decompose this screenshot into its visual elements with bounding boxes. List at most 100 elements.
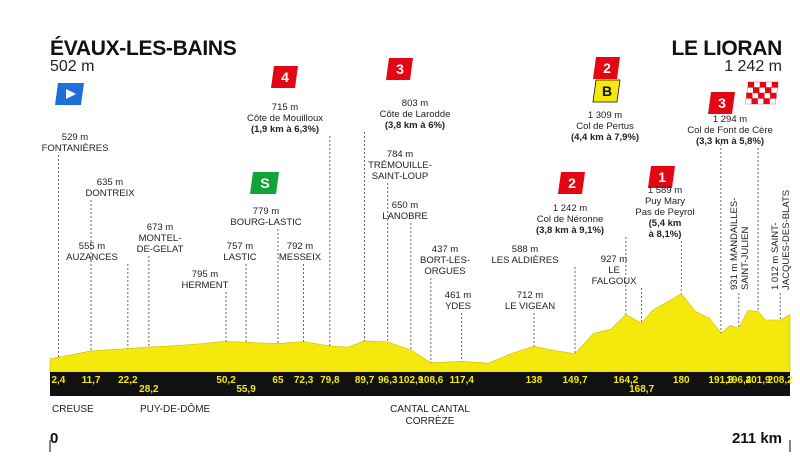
- finish-town-name: LE LIORAN: [671, 37, 783, 60]
- km-marker-label: 201,9: [746, 375, 771, 386]
- place-altitude: 712 m: [517, 290, 543, 301]
- badge-label: 1: [658, 169, 666, 185]
- place-altitude: 803 m: [402, 98, 428, 109]
- finish-check-cell: [770, 92, 777, 99]
- place-name: Col de Néronne: [537, 214, 604, 225]
- km-marker-label: 117,4: [449, 375, 474, 386]
- place-name: MONTEL-DE-GELAT: [137, 233, 184, 255]
- badge-label: 2: [568, 175, 576, 191]
- finish-check-cell: [765, 87, 772, 94]
- axis-end-label: 211 km: [731, 430, 782, 447]
- climb-category-icon: [708, 92, 735, 114]
- place-name: BOURG-LASTIC: [230, 217, 301, 228]
- km-marker-label: 22,2: [118, 375, 138, 386]
- place-name: BORT-LES-ORGUES: [420, 255, 470, 277]
- place-name: Col de Pertus: [576, 121, 634, 132]
- finish-check-cell: [759, 87, 766, 94]
- place-altitude: 1 589 m: [648, 185, 682, 196]
- place-name: Côte de Larodde: [380, 109, 451, 120]
- place-name: LE VIGEAN: [505, 301, 555, 312]
- region-label: CANTAL CANTAL CORRÈZE: [390, 404, 470, 427]
- finish-check-cell: [745, 98, 752, 105]
- place-label-vertical: 1 012 m SAINT- JACQUES-DES-BLATS: [770, 190, 792, 290]
- place-altitude: 555 m: [79, 241, 105, 252]
- km-marker-label: 50,2: [216, 375, 236, 386]
- place-name: TRÉMOUILLE-SAINT-LOUP: [368, 160, 432, 182]
- place-altitude: 635 m: [97, 177, 123, 188]
- bonus-point-icon: [592, 79, 621, 103]
- km-marker-label: 65: [272, 375, 284, 386]
- km-marker-label: 164,2: [613, 375, 638, 386]
- badge-label: 3: [718, 95, 726, 111]
- start-header: ÉVAUX-LES-BAINS 502 m: [50, 37, 237, 76]
- sprint-icon: [250, 172, 279, 194]
- finish-check-cell: [764, 92, 771, 99]
- finish-check-cell: [752, 92, 759, 99]
- km-marker-label: 149,7: [562, 375, 587, 386]
- start-arrow-icon: [66, 89, 76, 99]
- place-name: FONTANIÈRES: [42, 143, 109, 154]
- climb-category-icon: [648, 166, 675, 188]
- finish-check-cell: [758, 92, 765, 99]
- region-label: CREUSE: [52, 404, 94, 415]
- place-altitude: 673 m: [147, 222, 173, 233]
- badge-label: 4: [281, 69, 289, 85]
- climb-category-icon: [558, 172, 585, 194]
- finish-header: LE LIORAN 1 242 m: [671, 37, 783, 76]
- place-name: HERMENT: [182, 280, 229, 291]
- place-name: LASTIC: [223, 252, 256, 263]
- place-altitude: 461 m: [445, 290, 471, 301]
- badge-label: B: [602, 83, 612, 99]
- place-name: Col de Font de Cère: [687, 125, 773, 136]
- place-altitude: 927 m: [601, 254, 627, 265]
- finish-check-cell: [753, 87, 760, 94]
- place-altitude: 588 m: [512, 244, 538, 255]
- climb-detail: (3,3 km à 5,8%): [696, 136, 764, 147]
- km-marker-label: 2,4: [51, 375, 65, 386]
- place-name: LE FALGOUX: [592, 265, 638, 287]
- climb-category-icon: [271, 66, 298, 88]
- place-label-vertical: 931 m MANDAILLES- SAINT-JULIEN: [729, 198, 751, 290]
- finish-check-cell: [771, 81, 779, 88]
- climb-category-icon: [386, 58, 413, 80]
- place-altitude: 795 m: [192, 269, 218, 280]
- badge-label: 3: [396, 61, 404, 77]
- finish-check-cell: [763, 98, 770, 105]
- km-marker-label: 138: [526, 375, 543, 386]
- climb-detail: (3,8 km à 9,1%): [536, 225, 604, 236]
- place-name: 931 m MANDAILLES-: [729, 198, 740, 290]
- place-name: JACQUES-DES-BLATS: [781, 190, 792, 290]
- km-band: [50, 372, 790, 396]
- finish-check-cell: [769, 98, 776, 105]
- finish-check-cell: [759, 81, 767, 88]
- km-marker-label: 11,7: [82, 375, 101, 386]
- place-name: Puy Mary Pas de Peyrol: [635, 196, 694, 218]
- km-marker-label: 168,7: [629, 384, 654, 395]
- km-marker-label: 79,8: [320, 375, 340, 386]
- km-marker-label: 196,4: [726, 375, 751, 386]
- place-altitude: 757 m: [227, 241, 253, 252]
- region-label: PUY-DE-DÔME: [140, 402, 211, 415]
- place-name: LES ALDIÈRES: [491, 255, 558, 266]
- climb-detail: (5,4 km à 8,1%): [649, 218, 682, 240]
- place-altitude: 1 242 m: [553, 203, 587, 214]
- finish-check-cell: [747, 81, 755, 88]
- km-marker-label: 108,6: [418, 375, 443, 386]
- finish-check-cell: [746, 92, 753, 99]
- climb-detail: (3,8 km à 6%): [385, 120, 445, 131]
- start-altitude: 502 m: [50, 58, 95, 75]
- axis-start-label: 0: [50, 430, 59, 447]
- km-marker-label: 55,9: [236, 384, 256, 395]
- place-name: Côte de Mouilloux: [247, 113, 323, 124]
- place-altitude: 784 m: [387, 149, 413, 160]
- place-name: 1 012 m SAINT-: [770, 222, 781, 290]
- finish-checkered-icon: [745, 81, 779, 105]
- finish-check-cell: [771, 87, 778, 94]
- finish-altitude: 1 242 m: [724, 58, 782, 75]
- place-altitude: 779 m: [253, 206, 279, 217]
- km-marker-label: 180: [673, 375, 690, 386]
- start-town-name: ÉVAUX-LES-BAINS: [50, 37, 237, 60]
- climb-category-icon: [593, 57, 620, 79]
- km-marker-label: 72,3: [294, 375, 314, 386]
